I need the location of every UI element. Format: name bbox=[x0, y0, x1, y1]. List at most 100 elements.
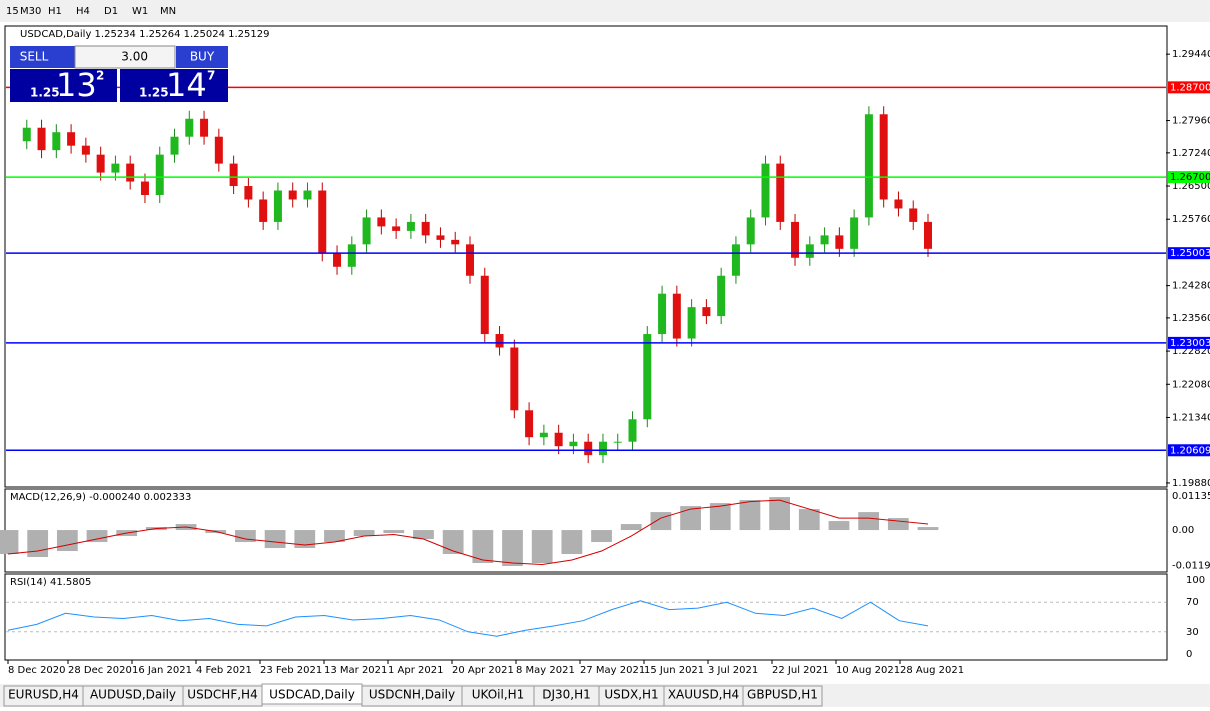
y-tick-label: 1.27240 bbox=[1172, 148, 1210, 159]
macd-bar bbox=[709, 503, 731, 531]
buy-button[interactable]: BUY bbox=[190, 50, 215, 64]
candle bbox=[244, 186, 253, 200]
sell-prefix: 1.25 bbox=[30, 86, 60, 100]
tab-label[interactable]: USDX,H1 bbox=[604, 688, 658, 702]
candle bbox=[37, 127, 46, 151]
candle bbox=[613, 441, 622, 443]
sell-button[interactable]: SELL bbox=[20, 50, 49, 64]
macd-bar bbox=[294, 530, 316, 549]
candle bbox=[643, 334, 652, 420]
tab-label[interactable]: USDCNH,Daily bbox=[369, 688, 455, 702]
macd-bar bbox=[680, 506, 701, 531]
y-tick-label: 1.26500 bbox=[1172, 181, 1210, 192]
x-tick-label: 28 Dec 2020 bbox=[68, 665, 132, 676]
candle bbox=[746, 217, 755, 245]
period-button[interactable]: 15 bbox=[6, 6, 19, 17]
candle bbox=[392, 226, 401, 231]
candle bbox=[480, 275, 489, 335]
macd-bar bbox=[264, 530, 286, 549]
sell-sup: 2 bbox=[96, 69, 104, 83]
macd-bar bbox=[917, 527, 939, 531]
candle bbox=[155, 154, 164, 196]
period-button[interactable]: H4 bbox=[76, 6, 90, 17]
macd-tick-label: -0.01190 bbox=[1172, 561, 1210, 572]
candle bbox=[584, 441, 593, 456]
lot-input[interactable]: 3.00 bbox=[121, 50, 148, 64]
candle bbox=[525, 410, 534, 438]
candle bbox=[451, 239, 460, 245]
x-tick-label: 16 Jan 2021 bbox=[132, 665, 192, 676]
macd-bar bbox=[0, 530, 19, 555]
candle bbox=[761, 163, 770, 218]
macd-bar bbox=[353, 530, 375, 537]
candle bbox=[140, 181, 149, 196]
candle bbox=[717, 275, 726, 317]
period-button[interactable]: W1 bbox=[132, 6, 148, 17]
level-label: 1.20609 bbox=[1170, 445, 1210, 456]
candle bbox=[539, 432, 548, 438]
x-tick-label: 8 May 2021 bbox=[516, 665, 575, 676]
candle bbox=[894, 199, 903, 209]
candle bbox=[658, 293, 667, 335]
candle bbox=[731, 244, 740, 276]
candle bbox=[702, 307, 711, 317]
tab-label[interactable]: AUDUSD,Daily bbox=[90, 688, 176, 702]
period-button[interactable]: H1 bbox=[48, 6, 62, 17]
x-tick-label: 13 Mar 2021 bbox=[324, 665, 387, 676]
x-tick-label: 3 Jul 2021 bbox=[708, 665, 758, 676]
y-tick-label: 1.21340 bbox=[1172, 412, 1210, 423]
period-button[interactable]: MN bbox=[160, 6, 176, 17]
candle bbox=[67, 132, 76, 146]
rsi-tick-label: 0 bbox=[1186, 649, 1192, 660]
level-tag bbox=[1168, 171, 1210, 184]
tab-label[interactable]: UKOil,H1 bbox=[472, 688, 525, 702]
candle bbox=[569, 441, 578, 447]
rsi-tick-label: 30 bbox=[1186, 627, 1199, 638]
macd-bar bbox=[620, 524, 642, 531]
candle bbox=[22, 127, 31, 142]
candle bbox=[687, 307, 696, 339]
candle bbox=[229, 163, 238, 187]
tab-label[interactable]: EURUSD,H4 bbox=[8, 688, 79, 702]
x-tick-label: 15 Jun 2021 bbox=[644, 665, 704, 676]
macd-bar bbox=[442, 530, 464, 555]
buy-prefix: 1.25 bbox=[139, 86, 169, 100]
level-label: 1.25003 bbox=[1170, 248, 1210, 259]
macd-bar bbox=[235, 530, 256, 543]
x-tick-label: 23 Feb 2021 bbox=[260, 665, 322, 676]
tab-label[interactable]: USDCAD,Daily bbox=[269, 688, 355, 702]
y-tick-label: 1.25760 bbox=[1172, 214, 1210, 225]
macd-bar bbox=[502, 530, 523, 567]
tab-label[interactable]: XAUUSD,H4 bbox=[668, 688, 739, 702]
candle bbox=[776, 163, 785, 222]
x-tick-label: 27 May 2021 bbox=[580, 665, 645, 676]
x-tick-label: 10 Aug 2021 bbox=[836, 665, 900, 676]
macd-bar bbox=[739, 500, 761, 531]
level-tag bbox=[1168, 336, 1210, 349]
period-button[interactable]: D1 bbox=[104, 6, 118, 17]
candle bbox=[273, 190, 282, 222]
tab-label[interactable]: GBPUSD,H1 bbox=[747, 688, 818, 702]
macd-bar bbox=[86, 530, 108, 543]
macd-bar bbox=[591, 530, 612, 543]
rsi-tick-label: 70 bbox=[1186, 597, 1199, 608]
macd-title: MACD(12,26,9) -0.000240 0.002333 bbox=[10, 492, 191, 503]
candle bbox=[436, 235, 445, 240]
candle bbox=[879, 114, 888, 200]
candle bbox=[835, 235, 844, 249]
period-button[interactable]: M30 bbox=[20, 6, 41, 17]
candle bbox=[303, 190, 312, 200]
tab[interactable] bbox=[742, 685, 823, 707]
y-tick-label: 1.29440 bbox=[1172, 49, 1210, 60]
macd-bar bbox=[828, 521, 850, 531]
tab-label[interactable]: DJ30,H1 bbox=[542, 688, 591, 702]
candle bbox=[820, 235, 829, 245]
x-tick-label: 1 Apr 2021 bbox=[388, 665, 443, 676]
macd-bar bbox=[531, 530, 553, 564]
macd-bar bbox=[887, 518, 909, 531]
candle bbox=[421, 221, 430, 236]
tab-label[interactable]: USDCHF,H4 bbox=[187, 688, 257, 702]
candle bbox=[805, 244, 814, 258]
macd-bar bbox=[798, 509, 820, 531]
